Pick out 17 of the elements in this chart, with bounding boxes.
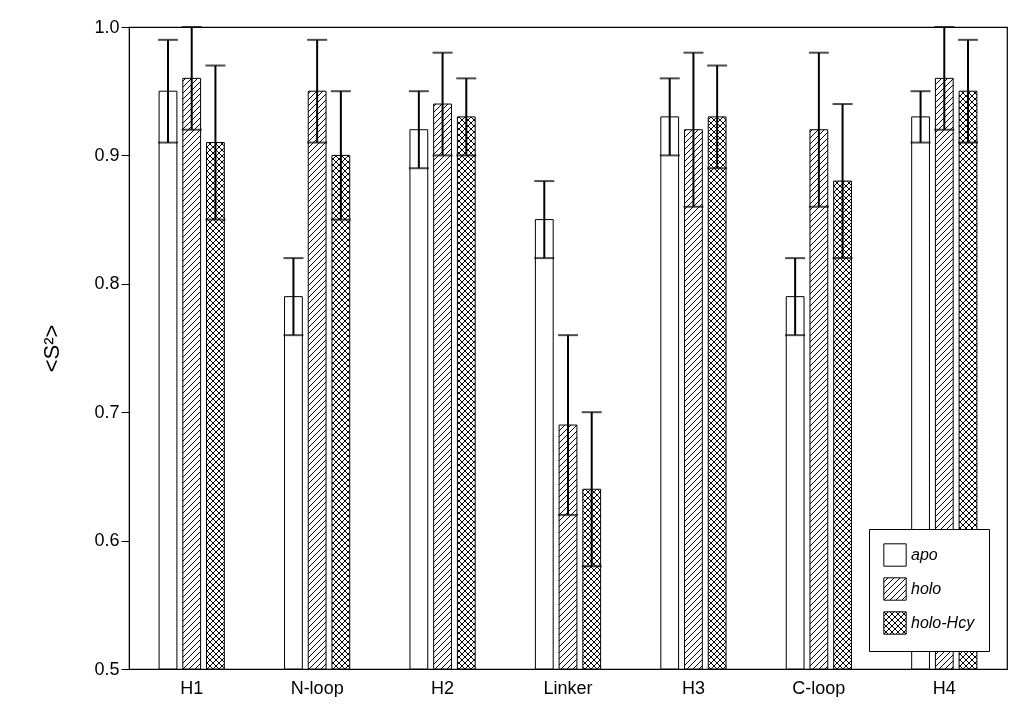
y-tick-label: 0.6 xyxy=(94,530,120,551)
x-tick-label: H1 xyxy=(180,677,204,698)
y-tick-label: 0.9 xyxy=(94,144,120,165)
y-tick-label: 1.0 xyxy=(94,16,120,37)
x-tick-label: Linker xyxy=(543,677,593,698)
x-tick-label: H3 xyxy=(681,677,705,698)
legend-label: holo xyxy=(911,580,942,597)
x-tick-label: C-loop xyxy=(792,677,846,698)
y-tick-label: 0.5 xyxy=(94,658,120,679)
x-tick-label: H4 xyxy=(932,677,956,698)
y-tick-label: 0.8 xyxy=(94,273,120,294)
legend-label: apo xyxy=(911,546,938,563)
legend-label: holo-Hcy xyxy=(911,614,976,631)
y-tick-label: 0.7 xyxy=(94,401,120,422)
x-tick-label: N-loop xyxy=(290,677,344,698)
y-axis-title: <S²> xyxy=(39,324,65,373)
x-tick-label: H2 xyxy=(431,677,455,698)
